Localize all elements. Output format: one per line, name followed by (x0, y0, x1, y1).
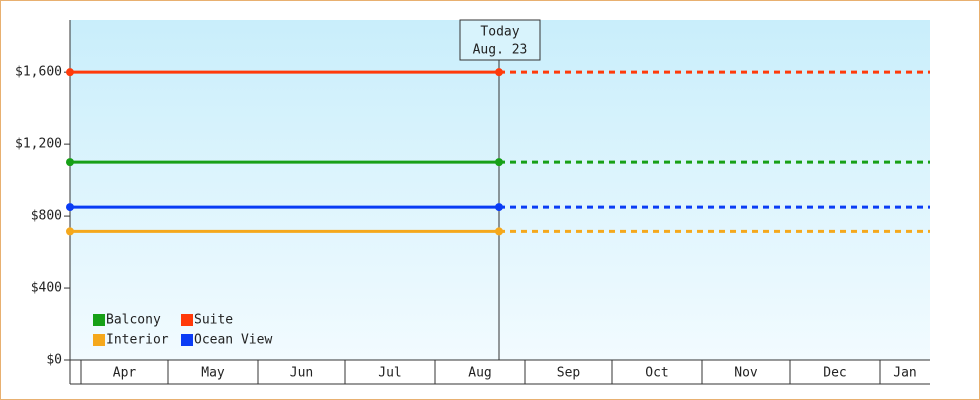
today-date: Aug. 23 (473, 43, 528, 58)
y-tick-label: $0 (46, 353, 62, 368)
x-tick-label: Jun (290, 366, 313, 381)
point (66, 227, 74, 236)
point (66, 158, 74, 167)
point (495, 68, 503, 77)
x-tick-label: Apr (113, 366, 137, 381)
legend-swatch (93, 314, 105, 326)
x-tick-label: Dec (823, 366, 846, 381)
today-box (459, 19, 541, 61)
x-tick-label: Jul (378, 366, 401, 381)
x-tick-label: Sep (557, 366, 581, 381)
y-tick-label: $1,600 (15, 65, 62, 80)
y-tick-label: $1,200 (15, 137, 62, 152)
plot-area (70, 20, 930, 360)
point (495, 158, 503, 167)
x-tick-label: Nov (734, 366, 758, 381)
point (66, 68, 74, 77)
legend-swatch (93, 334, 105, 346)
legend-swatch (181, 334, 193, 346)
legend-label: Interior (106, 333, 169, 348)
x-tick-label: Oct (645, 366, 668, 381)
legend-swatch (181, 314, 193, 326)
point (495, 227, 503, 236)
point (495, 203, 503, 212)
legend-label: Suite (194, 313, 233, 328)
y-tick-label: $400 (31, 281, 62, 296)
x-tick-label: Jan (893, 366, 916, 381)
x-tick-label: May (201, 366, 225, 381)
legend-label: Ocean View (194, 333, 272, 348)
x-tick-label: Aug (468, 366, 491, 381)
today-label: Today (480, 25, 519, 40)
legend-label: Balcony (106, 313, 161, 328)
y-tick-label: $800 (31, 209, 62, 224)
point (66, 203, 74, 212)
